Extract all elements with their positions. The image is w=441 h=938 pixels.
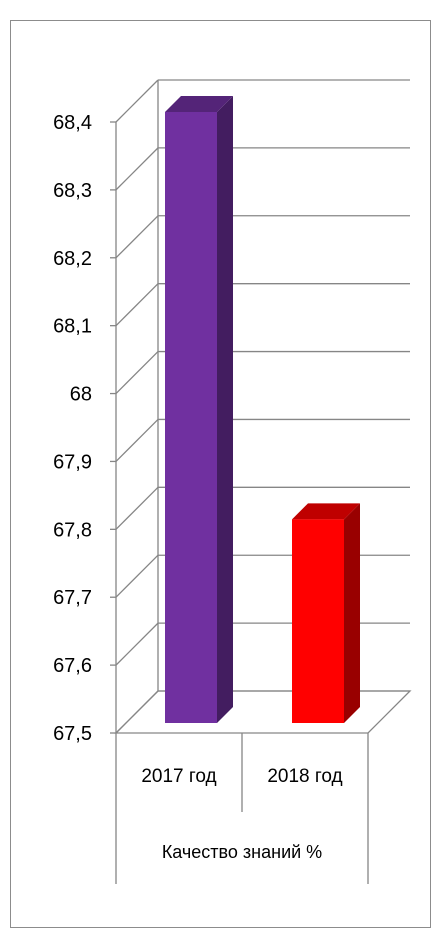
label-layer: 67,5 67,6 67,7 67,8 67,9 68 68,1 68,2 68,3 68,4 20… bbox=[53, 112, 343, 862]
chart-frame bbox=[10, 20, 431, 928]
gridline-diagonal bbox=[115, 79, 159, 123]
y-tick-label: 68,4 bbox=[53, 112, 92, 134]
axis-layer bbox=[110, 80, 412, 884]
gridline-diagonal bbox=[115, 283, 159, 327]
gridline-diagonal bbox=[115, 351, 159, 395]
category-group-label: Качество знаний % bbox=[162, 842, 322, 862]
chart-floor bbox=[114, 690, 412, 734]
bar-side bbox=[217, 96, 233, 723]
y-tick-label: 67,7 bbox=[53, 587, 92, 609]
gridline-diagonal bbox=[115, 622, 159, 666]
gridline-diagonal bbox=[115, 486, 159, 530]
bar-layer bbox=[165, 96, 360, 723]
y-tick-label: 68,3 bbox=[53, 180, 92, 202]
y-tick-label: 67,6 bbox=[53, 655, 92, 677]
bar-top bbox=[292, 503, 360, 520]
y-tick-label: 67,5 bbox=[53, 723, 92, 745]
bar bbox=[165, 112, 217, 723]
bar-top bbox=[165, 96, 233, 112]
gridline-diagonal bbox=[115, 147, 159, 191]
y-tick-label: 67,9 bbox=[53, 451, 92, 473]
category-label: 2017 год bbox=[141, 766, 216, 787]
gridline-diagonal bbox=[115, 215, 159, 259]
y-tick-label: 67,8 bbox=[53, 519, 92, 541]
y-tick-label: 68,1 bbox=[53, 316, 92, 338]
bar bbox=[292, 519, 344, 723]
category-label: 2018 год bbox=[267, 766, 342, 787]
grid-layer bbox=[115, 79, 410, 734]
gridline-diagonal bbox=[115, 554, 159, 598]
y-tick-label: 68,2 bbox=[53, 248, 92, 270]
y-tick-label: 68 bbox=[70, 384, 92, 406]
gridline-diagonal bbox=[115, 418, 159, 462]
bar-side bbox=[344, 503, 360, 723]
